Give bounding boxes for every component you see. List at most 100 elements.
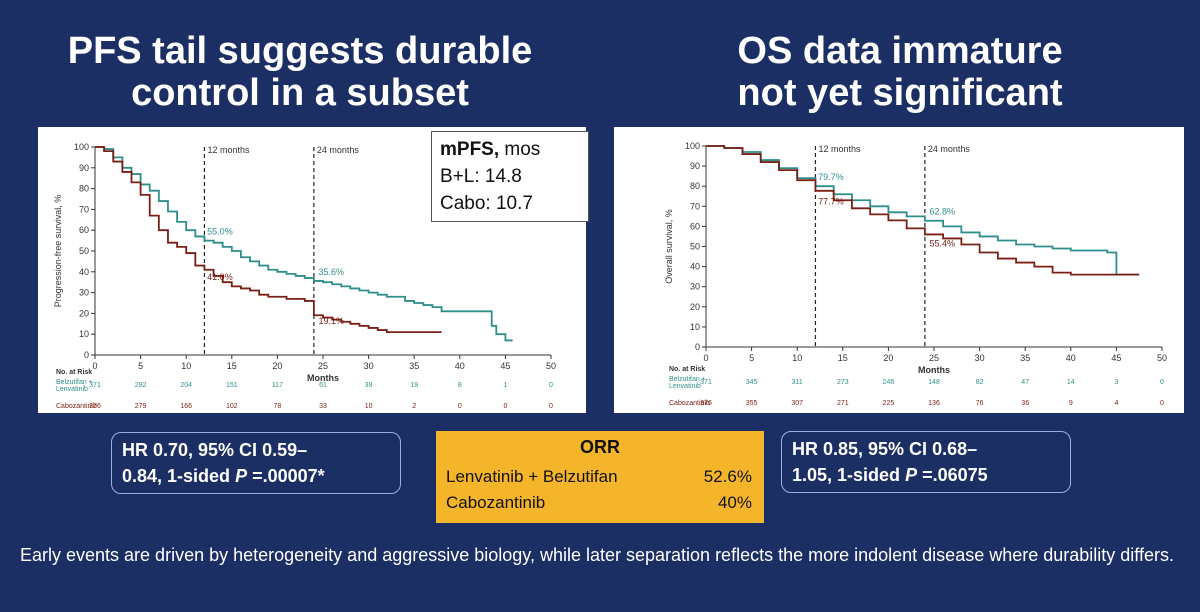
risk-value: 82 — [976, 379, 984, 386]
risk-value: 0 — [1160, 379, 1164, 386]
hr-left-p: P — [235, 466, 248, 486]
risk-row-label: Belzutifan + — [56, 379, 93, 386]
risk-value: 39 — [365, 382, 373, 389]
risk-value: 371 — [700, 379, 712, 386]
risk-value: 0 — [549, 403, 553, 410]
reference-line-label: 24 months — [928, 144, 971, 154]
curve-annotation: 62.8% — [929, 206, 955, 216]
risk-value: 36 — [1021, 400, 1029, 407]
curve-annotation: 35.6% — [318, 267, 344, 277]
y-tick-label: 100 — [685, 141, 700, 151]
reference-line-label: 12 months — [818, 144, 861, 154]
risk-value: 0 — [458, 403, 462, 410]
x-tick-label: 10 — [792, 353, 802, 363]
x-tick-label: 15 — [838, 353, 848, 363]
y-tick-label: 100 — [74, 142, 89, 152]
mpfs-unit: mos — [499, 139, 541, 160]
right-title-line1: OS data immature — [737, 30, 1063, 72]
hr-right-line2-post: =.06075 — [917, 465, 988, 485]
y-tick-label: 90 — [690, 161, 700, 171]
orr-box: ORR Lenvatinib + Belzutifan 52.6% Caboza… — [436, 431, 764, 523]
x-tick-label: 15 — [227, 361, 237, 371]
x-tick-label: 35 — [1020, 353, 1030, 363]
risk-table-title: No. at Risk — [669, 366, 705, 373]
risk-row-label: Cabozantinib — [669, 400, 710, 407]
y-tick-label: 40 — [79, 267, 89, 277]
risk-value: 33 — [319, 403, 327, 410]
x-axis-label: Months — [307, 373, 339, 383]
risk-value: 279 — [135, 403, 147, 410]
survival-curve — [706, 145, 1140, 276]
curve-annotation: 55.0% — [207, 226, 233, 236]
risk-value: 1 — [503, 382, 507, 389]
curve-annotation: 41.0% — [207, 272, 233, 282]
risk-value: 117 — [272, 382, 283, 389]
y-tick-label: 0 — [695, 342, 700, 352]
risk-value: 76 — [976, 400, 984, 407]
y-tick-label: 70 — [79, 204, 89, 214]
risk-value: 3 — [1114, 379, 1118, 386]
orr-row2-value: 40% — [717, 493, 752, 512]
left-title-line2: control in a subset — [131, 72, 469, 114]
risk-row-label: Lenvatinib — [56, 386, 88, 393]
risk-value: 9 — [1069, 400, 1073, 407]
y-tick-label: 80 — [79, 184, 89, 194]
risk-value: 311 — [792, 379, 803, 386]
right-title: OS data immature not yet significant — [610, 30, 1190, 114]
risk-value: 61 — [319, 382, 327, 389]
y-tick-label: 60 — [79, 225, 89, 235]
left-title: PFS tail suggests durable control in a s… — [20, 30, 580, 114]
risk-value: 2 — [412, 403, 416, 410]
left-title-line1: PFS tail suggests durable — [67, 30, 533, 72]
curve-annotation: 77.7% — [818, 196, 844, 206]
mpfs-heading: mPFS, — [440, 139, 500, 160]
y-tick-label: 80 — [690, 181, 700, 191]
hr-right-line1: HR 0.85, 95% CI 0.68– — [792, 439, 978, 459]
y-tick-label: 30 — [690, 282, 700, 292]
y-axis-label: Overall survival, % — [664, 209, 674, 284]
x-tick-label: 30 — [364, 361, 374, 371]
y-axis-label: Progression-free survival, % — [53, 195, 63, 308]
risk-value: 376 — [700, 400, 712, 407]
risk-value: 0 — [503, 403, 507, 410]
curve-annotation: 19.1% — [318, 316, 344, 326]
risk-row-label: Lenvatinib — [669, 383, 701, 390]
risk-value: 225 — [883, 400, 895, 407]
risk-value: 271 — [837, 400, 849, 407]
x-tick-label: 10 — [181, 361, 191, 371]
y-tick-label: 0 — [84, 350, 89, 360]
x-tick-label: 5 — [138, 361, 143, 371]
orr-row1-value: 52.6% — [703, 467, 752, 486]
survival-curve — [95, 146, 442, 334]
risk-value: 246 — [883, 379, 895, 386]
orr-heading: ORR — [580, 437, 620, 457]
hr-left-box: HR 0.70, 95% CI 0.59– 0.84, 1-sided P =.… — [111, 432, 401, 494]
x-tick-label: 5 — [749, 353, 754, 363]
y-tick-label: 20 — [79, 308, 89, 318]
reference-line-label: 24 months — [317, 145, 360, 155]
y-tick-label: 50 — [690, 242, 700, 252]
risk-value: 19 — [410, 382, 418, 389]
y-tick-label: 60 — [690, 221, 700, 231]
survival-curve — [706, 145, 1140, 276]
orr-row-cabo: Cabozantinib 40% — [446, 493, 752, 513]
hr-right-box: HR 0.85, 95% CI 0.68– 1.05, 1-sided P =.… — [781, 431, 1071, 493]
mpfs-bl: B+L: 14.8 — [440, 166, 522, 187]
risk-value: 345 — [746, 379, 758, 386]
x-tick-label: 50 — [1157, 353, 1167, 363]
risk-table-title: No. at Risk — [56, 369, 92, 376]
x-tick-label: 40 — [1066, 353, 1076, 363]
hr-left-line2-pre: 0.84, 1-sided — [122, 466, 236, 486]
reference-line-label: 12 months — [207, 145, 250, 155]
x-tick-label: 45 — [500, 361, 510, 371]
y-tick-label: 10 — [79, 329, 89, 339]
hr-left-line1: HR 0.70, 95% CI 0.59– — [122, 440, 308, 460]
x-tick-label: 50 — [546, 361, 556, 371]
risk-value: 204 — [180, 382, 192, 389]
y-tick-label: 90 — [79, 163, 89, 173]
risk-value: 166 — [180, 403, 192, 410]
hr-right-line2-pre: 1.05, 1-sided — [792, 465, 906, 485]
curve-annotation: 79.7% — [818, 172, 844, 182]
os-chart-panel: 0 10 20 30 40 50 60 70 80 90 100 0 5 10 15 20 25 30 35 40 45… — [614, 127, 1184, 413]
y-tick-label: 40 — [690, 262, 700, 272]
